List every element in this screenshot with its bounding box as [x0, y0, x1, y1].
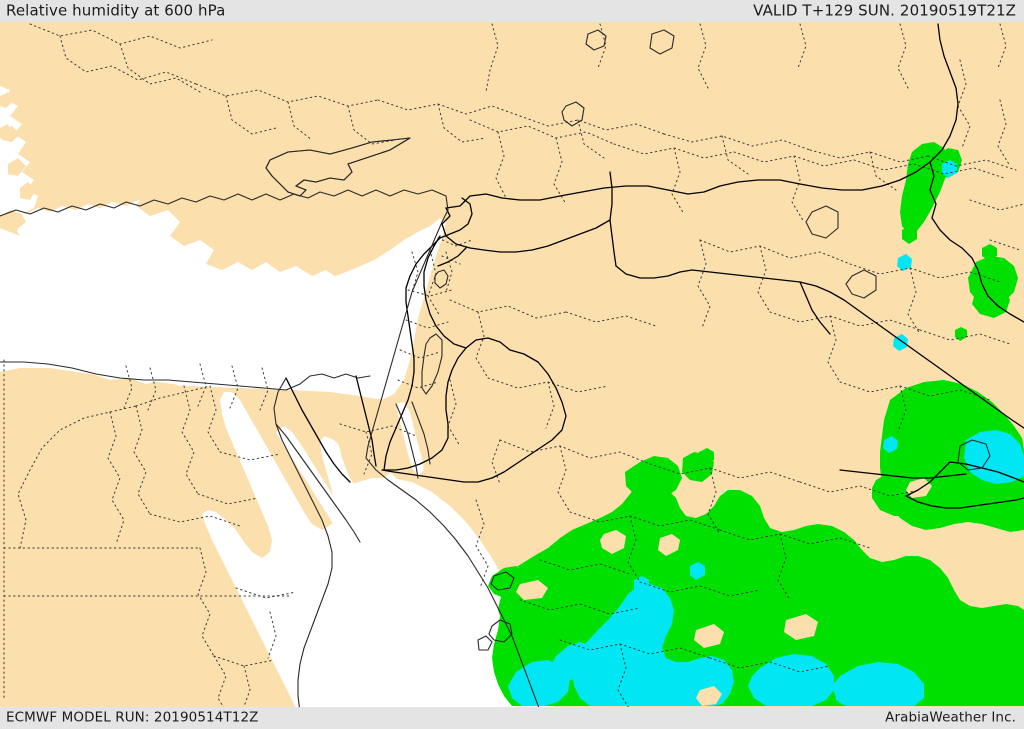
humidity-green-zagros-d: [972, 284, 1010, 318]
humidity-cyan-spot-g: [897, 254, 912, 271]
humidity-cyan-lobe-e: [748, 654, 834, 706]
humidity-green-spot-e: [824, 645, 840, 661]
nile-delta-coast: [150, 350, 300, 368]
humidity-green-dot-b: [902, 226, 917, 244]
page-title: Relative humidity at 600 hPa: [6, 1, 226, 20]
humidity-cyan-spot-e: [883, 436, 898, 453]
footer-bar: ECMWF MODEL RUN: 20190514T12Z ArabiaWeat…: [0, 707, 1024, 729]
humidity-shading-layer: [488, 142, 1024, 706]
humidity-green-spot-b: [699, 448, 714, 464]
valid-time-label: VALID T+129 SUN. 20190519T21Z: [753, 1, 1016, 20]
turkey-sw-peninsula: [30, 92, 72, 116]
humidity-green-west-lobe2: [498, 596, 548, 632]
humidity-cyan-spot-b: [690, 562, 705, 580]
model-run-label: ECMWF MODEL RUN: 20190514T12Z: [6, 709, 259, 726]
provider-label: ArabiaWeather Inc.: [885, 709, 1016, 726]
turkey-landmass: [0, 22, 1024, 216]
gulf-of-suez: [276, 426, 356, 542]
humidity-green-spot-c: [718, 501, 733, 518]
header-bar: Relative humidity at 600 hPa VALID T+129…: [0, 0, 1024, 22]
aegean-islands: [0, 56, 122, 240]
humidity-green-spot-d: [721, 624, 738, 642]
country-boundaries-layer: [285, 23, 1024, 509]
humidity-green-nw-finger: [625, 456, 682, 500]
humidity-cyan-lobe-sw: [508, 660, 570, 706]
admin-boundaries-layer: [3, 23, 1024, 719]
humidity-green-zagros-e: [982, 244, 997, 261]
humidity-cyan-spot-d: [988, 442, 1008, 462]
humidity-cyan-spot-c: [836, 686, 854, 705]
humidity-dry-holes: [516, 478, 982, 706]
island-rhodes: [30, 114, 64, 164]
humidity-green-dot-a: [955, 327, 967, 341]
levant-sea: [0, 218, 446, 400]
humidity-cyan-central: [572, 584, 734, 706]
coastline-layer: [0, 29, 991, 729]
humidity-cyan-lobe-se: [832, 662, 924, 706]
humidity-cyan-spot-a: [634, 576, 649, 594]
